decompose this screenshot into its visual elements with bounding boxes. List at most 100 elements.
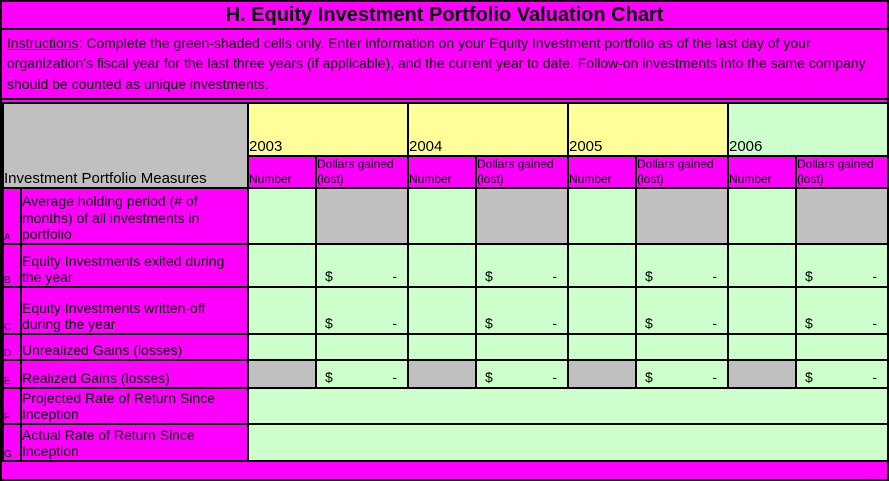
cell-d-2003-number[interactable]	[247, 333, 317, 361]
cell-c-2004-dollars[interactable]: $ -	[475, 286, 569, 335]
dollar-sign: $	[645, 268, 653, 284]
row-label-f: Projected Rate of Return Since Inception	[20, 387, 249, 425]
year-header-2005: 2005	[567, 102, 729, 157]
money-value: $ -	[478, 369, 566, 386]
cell-e-2005-number	[567, 359, 637, 389]
year-header-2006: 2006	[727, 102, 887, 157]
cell-d-2005-dollars[interactable]	[635, 333, 729, 361]
row-label-d: Unrealized Gains (losses)	[20, 333, 249, 361]
cell-d-2006-dollars[interactable]	[795, 333, 887, 361]
dash-value: -	[712, 268, 717, 284]
cell-b-2004-dollars[interactable]: $ -	[475, 243, 569, 288]
portfolio-table: Investment Portfolio Measures 2003 2004 …	[2, 102, 887, 462]
cell-g-merged-input[interactable]	[247, 423, 887, 462]
instructions-block: Instructions: Complete the green-shaded …	[2, 30, 887, 100]
cell-c-2004-number[interactable]	[407, 286, 477, 335]
page-title: H. Equity Investment Portfolio Valuation…	[2, 2, 887, 30]
cell-a-2006-number[interactable]	[727, 187, 797, 245]
cell-a-2003-dollars	[315, 187, 409, 245]
cell-b-2003-number[interactable]	[247, 243, 317, 288]
cell-e-2006-dollars[interactable]: $ -	[795, 359, 887, 389]
dash-value: -	[552, 268, 557, 284]
cell-d-2005-number[interactable]	[567, 333, 637, 361]
subheader-number-2003: Number	[247, 155, 317, 189]
cell-d-2004-dollars[interactable]	[475, 333, 569, 361]
cell-c-2006-number[interactable]	[727, 286, 797, 335]
row-letter-a: A	[2, 187, 22, 245]
dollar-sign: $	[645, 369, 653, 385]
dollar-sign: $	[325, 315, 333, 331]
money-value: $ -	[638, 315, 726, 332]
cell-a-2006-dollars	[795, 187, 887, 245]
cell-a-2005-number[interactable]	[567, 187, 637, 245]
cell-a-2003-number[interactable]	[247, 187, 317, 245]
instructions-text: : Complete the green-shaded cells only. …	[7, 35, 866, 92]
dash-value: -	[872, 268, 877, 284]
money-value: $ -	[478, 315, 566, 332]
money-value: $ -	[638, 369, 726, 386]
cell-a-2004-number[interactable]	[407, 187, 477, 245]
dollar-sign: $	[485, 369, 493, 385]
cell-c-2003-dollars[interactable]: $ -	[315, 286, 409, 335]
row-letter-e: E	[2, 359, 22, 389]
dash-value: -	[392, 268, 397, 284]
dollar-sign: $	[805, 315, 813, 331]
dash-value: -	[712, 315, 717, 331]
subheader-dollars-2005: Dollars gained (lost)	[635, 155, 729, 189]
money-value: $ -	[318, 268, 406, 285]
cell-b-2003-dollars[interactable]: $ -	[315, 243, 409, 288]
table-row: B Equity Investments exited during the y…	[2, 243, 887, 288]
money-value: $ -	[798, 369, 886, 386]
cell-c-2005-number[interactable]	[567, 286, 637, 335]
cell-c-2003-number[interactable]	[247, 286, 317, 335]
dash-value: -	[712, 369, 717, 385]
instructions-label: Instructions	[7, 35, 79, 51]
cell-b-2006-dollars[interactable]: $ -	[795, 243, 887, 288]
subheader-number-2004: Number	[407, 155, 477, 189]
cell-d-2004-number[interactable]	[407, 333, 477, 361]
year-header-2004: 2004	[407, 102, 569, 157]
cell-e-2004-dollars[interactable]: $ -	[475, 359, 569, 389]
dash-value: -	[392, 369, 397, 385]
cell-b-2006-number[interactable]	[727, 243, 797, 288]
cell-e-2003-number	[247, 359, 317, 389]
subheader-number-2005: Number	[567, 155, 637, 189]
table-row: E Realized Gains (losses) $ - $ - $ - $ -	[2, 359, 887, 389]
cell-e-2004-number	[407, 359, 477, 389]
cell-f-merged-input[interactable]	[247, 387, 887, 425]
row-label-c: Equity Investments written-off during th…	[20, 286, 249, 335]
cell-b-2005-number[interactable]	[567, 243, 637, 288]
cell-d-2006-number[interactable]	[727, 333, 797, 361]
dollar-sign: $	[805, 268, 813, 284]
money-value: $ -	[318, 369, 406, 386]
money-value: $ -	[798, 268, 886, 285]
cell-e-2003-dollars[interactable]: $ -	[315, 359, 409, 389]
money-value: $ -	[638, 268, 726, 285]
cell-b-2005-dollars[interactable]: $ -	[635, 243, 729, 288]
subheader-number-2006: Number	[727, 155, 797, 189]
table-row: A Average holding period (# of months) o…	[2, 187, 887, 245]
measures-header: Investment Portfolio Measures	[2, 102, 249, 189]
cell-b-2004-number[interactable]	[407, 243, 477, 288]
cell-c-2005-dollars[interactable]: $ -	[635, 286, 729, 335]
dash-value: -	[872, 315, 877, 331]
cell-d-2003-dollars[interactable]	[315, 333, 409, 361]
table-row: C Equity Investments written-off during …	[2, 286, 887, 335]
row-letter-d: D	[2, 333, 22, 361]
row-letter-b: B	[2, 243, 22, 288]
dash-value: -	[552, 315, 557, 331]
dash-value: -	[552, 369, 557, 385]
cell-e-2005-dollars[interactable]: $ -	[635, 359, 729, 389]
row-letter-g: G	[2, 423, 22, 462]
table-row: G Actual Rate of Return Since Inception	[2, 423, 887, 462]
cell-e-2006-number	[727, 359, 797, 389]
cell-a-2004-dollars	[475, 187, 569, 245]
dollar-sign: $	[485, 268, 493, 284]
cell-a-2005-dollars	[635, 187, 729, 245]
dollar-sign: $	[645, 315, 653, 331]
row-label-g: Actual Rate of Return Since Inception	[20, 423, 249, 462]
cell-c-2006-dollars[interactable]: $ -	[795, 286, 887, 335]
dollar-sign: $	[325, 268, 333, 284]
dollar-sign: $	[485, 315, 493, 331]
